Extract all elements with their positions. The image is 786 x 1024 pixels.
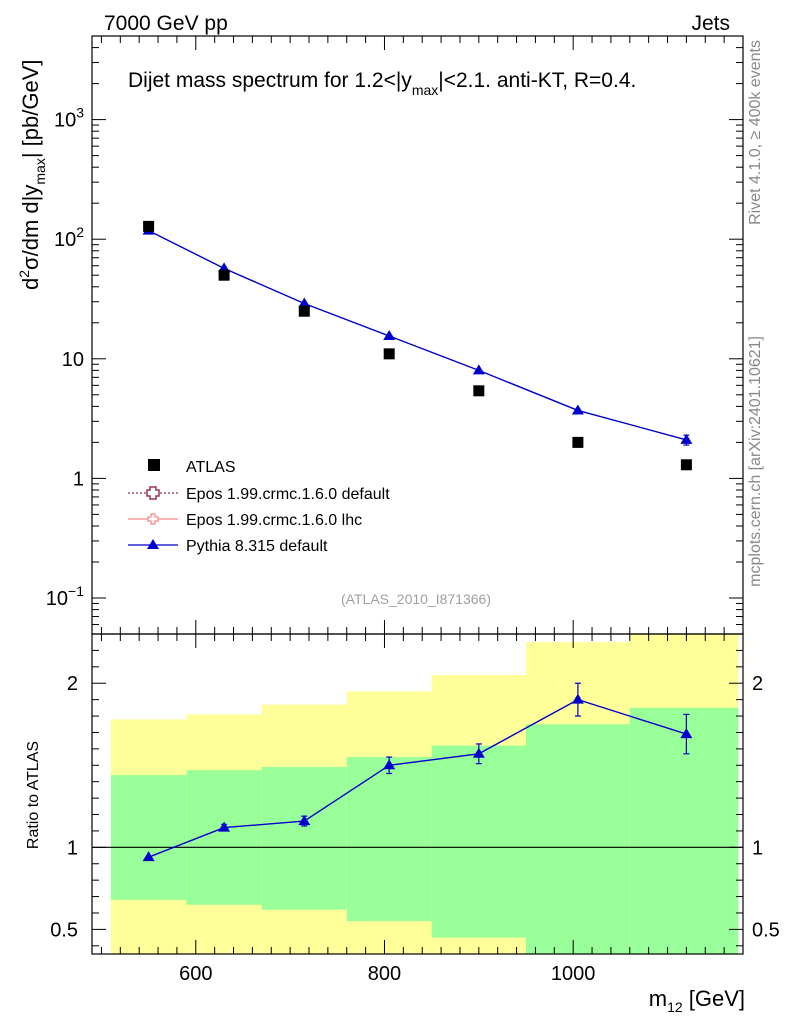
main-y-axis-label: d2σ/dm d|ymax| [pb/GeV] [16, 60, 48, 290]
legend-marker-epos-default [146, 486, 160, 500]
xlabel-unit: [GeV] [683, 986, 745, 1011]
ratio-axes: 0.5 0.5 1 1 2 2 600 800 1000 [50, 634, 780, 985]
ratio-pythia-point [218, 821, 231, 832]
ylabel-unit: | [pb/GeV] [18, 60, 43, 159]
rivet-version-label: Rivet 4.1.0, ≥ 400k events [747, 40, 764, 225]
band-inner-2 [261, 766, 347, 910]
ratio-y-axis-label: Ratio to ATLAS [25, 741, 42, 849]
atlas-point [143, 220, 155, 232]
ratio-uncertainty-bands [110, 634, 739, 954]
main-series [142, 220, 693, 471]
ratio-pythia-point [680, 728, 693, 739]
legend: ATLAS Epos 1.99.crmc.1.6.0 default Epos … [128, 459, 390, 555]
atlas-point [298, 305, 310, 317]
atlas-point [473, 385, 485, 397]
xlabel-sub: 12 [667, 999, 683, 1015]
ratio-pythia-point [383, 759, 396, 770]
ratio-pythia-point [571, 693, 584, 704]
x-tick-label-0: 600 [179, 963, 212, 985]
main-ytick-label-4: 103 [54, 105, 84, 132]
ylabel-sup: 2 [16, 270, 32, 278]
legend-marker-epos-lhc [147, 513, 159, 525]
plot-title-sub: max [412, 82, 438, 98]
ratio-ytick-label-right-1: 1 [752, 837, 763, 859]
ylabel-mid: σ/dm d|y [18, 185, 43, 270]
legend-label-pythia: Pythia 8.315 default [186, 538, 328, 555]
plot-title-prefix: Dijet mass spectrum for 1.2<|y [128, 69, 412, 92]
legend-label-atlas: ATLAS [186, 459, 236, 476]
pythia-point [680, 433, 693, 444]
pythia-line [148, 229, 687, 441]
ratio-pythia-point [298, 815, 311, 826]
main-ytick-label-0: 10−1 [46, 583, 84, 610]
x-tick-label-1: 800 [368, 963, 401, 985]
main-ytick-base: 10 [62, 349, 84, 371]
ratio-ytick-label-right-2: 2 [752, 673, 763, 695]
legend-marker-atlas [148, 459, 160, 471]
analysis-id-label: (ATLAS_2010_I871366) [341, 591, 491, 607]
main-ytick-exp: −1 [68, 583, 84, 599]
ratio-ytick-label-right-0: 0.5 [752, 919, 780, 941]
ratio-ytick-label-left-2: 2 [67, 673, 78, 695]
pythia-point [298, 297, 311, 308]
atlas-point [218, 269, 230, 281]
ratio-pythia-point [472, 747, 485, 758]
main-ytick-label-3: 102 [54, 224, 84, 251]
legend-label-epos-default: Epos 1.99.crmc.1.6.0 default [186, 486, 390, 503]
main-ytick-exp: 3 [76, 105, 84, 121]
pythia-point [571, 404, 584, 415]
legend-marker-pythia [147, 539, 159, 549]
process-label: Jets [691, 12, 730, 35]
main-ytick-base: 10 [46, 588, 68, 610]
ratio-frame [91, 633, 744, 955]
ratio-ytick-label-left-0: 0.5 [50, 919, 78, 941]
atlas-point [383, 348, 395, 360]
ylabel-sub: max [32, 158, 48, 184]
plot-title: Dijet mass spectrum for 1.2<|ymax|<2.1. … [128, 69, 636, 98]
plot-title-suffix: |<2.1. anti-KT, R=0.4. [438, 69, 636, 92]
main-ytick-label-2: 10 [62, 349, 84, 371]
ylabel-d: d [18, 278, 43, 290]
pythia-point [472, 364, 485, 375]
pythia-point [383, 330, 396, 341]
band-inner-0 [110, 775, 187, 900]
x-axis-label: m12 [GeV] [649, 986, 745, 1015]
band-inner-5 [526, 724, 630, 954]
main-ytick-base: 1 [73, 468, 84, 490]
band-inner-4 [431, 745, 526, 938]
main-ytick-base: 10 [54, 110, 76, 132]
ratio-series [142, 682, 693, 862]
atlas-point [572, 436, 584, 448]
legend-label-epos-lhc: Epos 1.99.crmc.1.6.0 lhc [186, 512, 362, 529]
band-inner-6 [629, 707, 739, 954]
ratio-ytick-label-left-1: 1 [67, 837, 78, 859]
mcplots-label: mcplots.cern.ch [arXiv:2401.10621] [747, 336, 764, 587]
atlas-point [680, 459, 692, 471]
energy-label: 7000 GeV pp [104, 12, 228, 35]
main-ytick-exp: 2 [76, 224, 84, 240]
main-ytick-base: 10 [54, 229, 76, 251]
band-inner-3 [346, 757, 432, 922]
x-tick-label-2: 1000 [551, 963, 596, 985]
ratio-pythia-point [142, 851, 155, 862]
main-ytick-label-1: 1 [73, 468, 84, 490]
xlabel-m: m [649, 986, 667, 1011]
